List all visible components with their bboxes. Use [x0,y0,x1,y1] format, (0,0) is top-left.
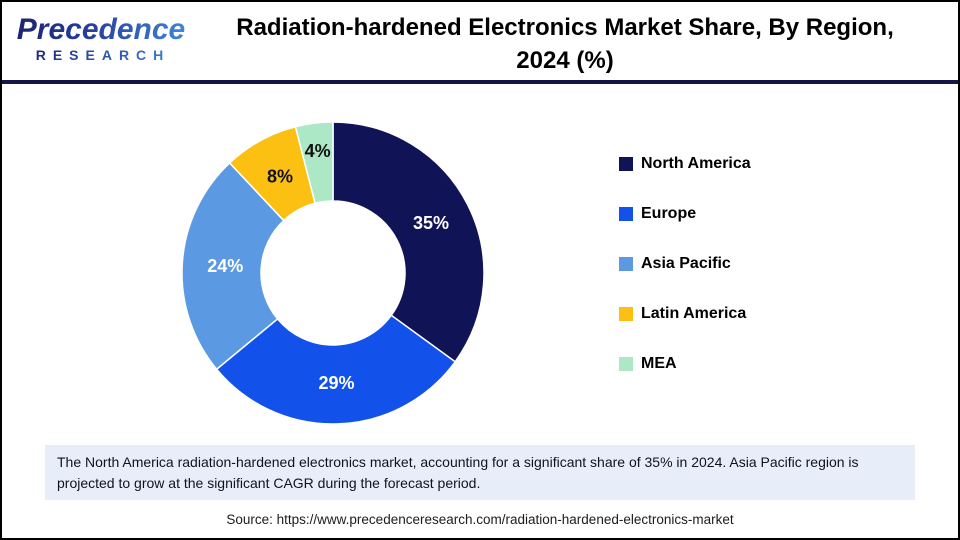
header: Precedence RESEARCH Radiation-hardened E… [2,2,958,80]
donut-slice-mea [294,121,334,205]
legend-label: Asia Pacific [641,254,731,272]
donut-slice-asia-pacific [181,161,285,371]
legend-item-north-america: North America [619,152,751,175]
slice-value-label: 4% [305,141,331,161]
donut-chart: 35% 29% 24% 8% 4% [181,121,485,425]
legend-swatch-icon [619,206,633,221]
slice-value-label: 35% [413,213,449,233]
donut-slice-north-america [332,121,485,363]
donut-slice-europe [215,314,457,425]
legend-label: North America [641,154,751,172]
page-title-line1: Radiation-hardened Electronics Market Sh… [236,14,894,41]
legend-swatch-icon [619,356,633,371]
header-divider [2,80,958,84]
source-line: Source: https://www.precedenceresearch.c… [2,512,958,527]
legend-label: Latin America [641,304,747,322]
legend-swatch-icon [619,156,633,171]
slice-value-label: 8% [267,167,293,187]
legend-label: MEA [641,354,677,372]
source-text: Source: https://www.precedenceresearch.c… [226,512,734,527]
legend-swatch-icon [619,306,633,321]
legend-item-europe: Europe [619,202,751,225]
page-title: Radiation-hardened Electronics Market Sh… [187,11,943,77]
legend-item-mea: MEA [619,352,751,375]
slice-value-label: 29% [318,373,354,393]
summary-note-text: The North America radiation-hardened ele… [57,454,859,491]
precedence-logo: Precedence RESEARCH [16,13,186,64]
legend-label: Europe [641,204,697,222]
legend-item-latin-america: Latin America [619,302,751,325]
legend-item-asia-pacific: Asia Pacific [619,252,751,275]
page-title-line2: 2024 (%) [516,47,614,74]
chart-legend: North America Europe Asia Pacific Latin Ame… [619,152,751,375]
legend-swatch-icon [619,256,633,271]
logo-subtitle: RESEARCH [20,47,186,63]
slice-value-label: 24% [207,256,243,276]
logo-wordmark: Precedence [16,13,186,46]
summary-note: The North America radiation-hardened ele… [45,445,915,500]
